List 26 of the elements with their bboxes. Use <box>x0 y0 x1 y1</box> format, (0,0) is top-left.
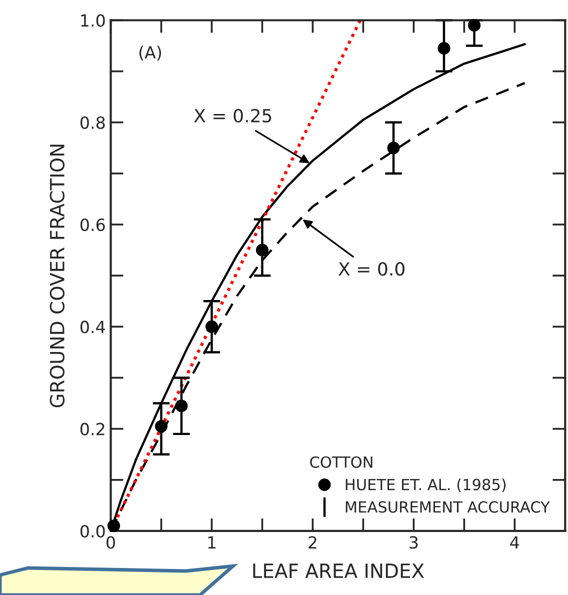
x-tick-label: 1 <box>208 536 216 549</box>
x-tick-label: 0 <box>106 536 115 549</box>
point <box>387 142 400 154</box>
y-tick-label: 0.0 <box>80 524 105 538</box>
point <box>154 420 168 433</box>
y-tick-label: 0.6 <box>80 218 105 232</box>
point <box>205 320 218 333</box>
y-axis-title: GROUND COVER FRACTION <box>50 144 65 408</box>
annotation: X = 0.25 <box>194 108 272 123</box>
x-tick-label: 4 <box>510 536 520 549</box>
y-tick-label: 0.2 <box>80 422 104 436</box>
point <box>256 244 268 256</box>
annotation: (A) <box>139 46 161 61</box>
point <box>438 42 450 55</box>
legend-title: COTTON <box>310 456 372 468</box>
x-tick-label: 2 <box>308 536 316 549</box>
x-tick-label: 3 <box>410 536 418 549</box>
legend-label: HUETE ET. AL. (1985) <box>346 478 506 492</box>
annotation: X = 0.0 <box>338 262 404 276</box>
point <box>468 19 481 32</box>
y-tick-label: 0.8 <box>80 116 105 129</box>
x-axis-title: LEAF AREA INDEX <box>253 564 424 578</box>
y-tick-label: 1.0 <box>81 14 105 27</box>
annotation: MEASUREMENT ACCURACY <box>346 501 550 513</box>
y-tick-label: 0.4 <box>80 320 105 334</box>
point <box>175 400 188 412</box>
